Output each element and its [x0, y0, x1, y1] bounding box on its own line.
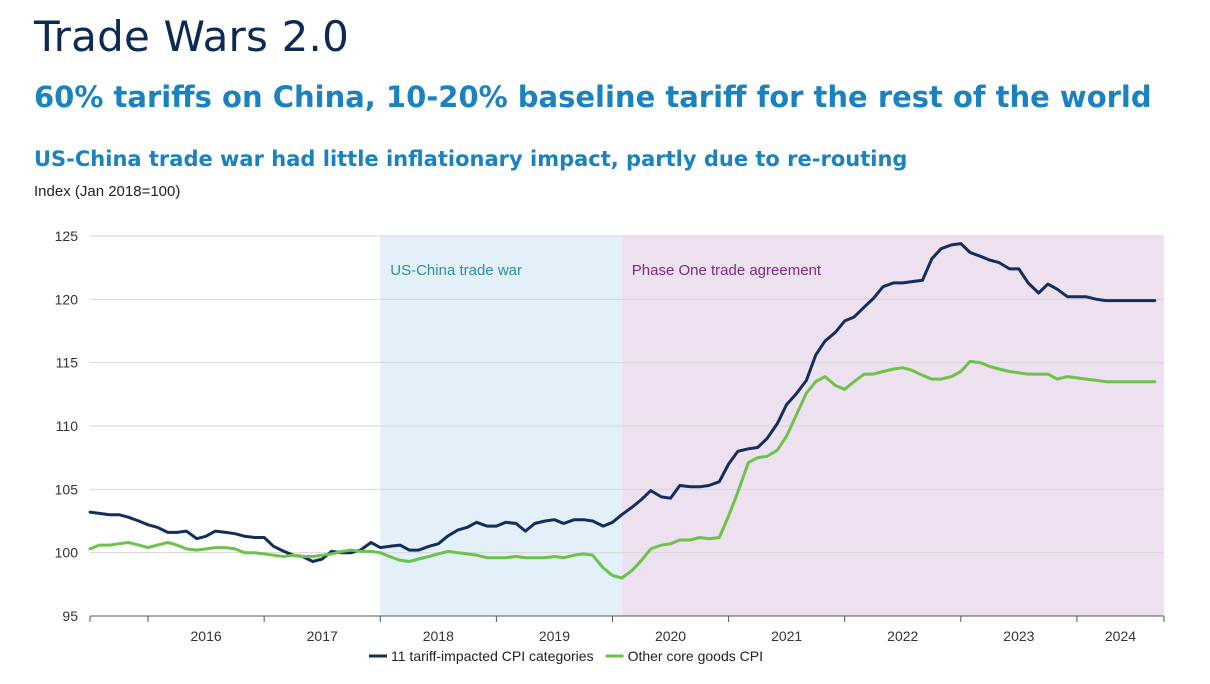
x-tick-label: 2016: [191, 628, 222, 644]
y-tick-label: 100: [55, 545, 79, 561]
x-tick-label: 2024: [1105, 628, 1136, 644]
y-tick-label: 125: [55, 228, 79, 244]
x-tick-label: 2021: [771, 628, 802, 644]
region-labels: US-China trade war Phase One trade agreem…: [390, 262, 822, 279]
x-tick-label: 2020: [655, 628, 686, 644]
x-tick-label: 2023: [1003, 628, 1034, 644]
series-line-1: [88, 242, 1157, 563]
y-tick-label: 110: [56, 418, 79, 434]
region-label-1: US-China trade war: [390, 262, 522, 279]
region-label-2: Phase One trade agreement: [632, 262, 822, 279]
series-line-2: [88, 359, 1157, 580]
legend: 11 tariff-impacted CPI categories Other c…: [369, 648, 763, 664]
x-tick-label: 2022: [887, 628, 918, 644]
x-tick-label: 2017: [307, 628, 338, 644]
y-tick-label: 95: [62, 608, 78, 624]
legend-label-2: Other core goods CPI: [628, 648, 763, 664]
y-tick-label: 105: [55, 481, 79, 497]
y-tick-label: 120: [55, 291, 79, 307]
x-tick-label: 2018: [423, 628, 454, 644]
y-axis-label: Index (Jan 2018=100): [34, 183, 181, 200]
page-subtitle: 60% tariffs on China, 10-20% baseline ta…: [34, 80, 1152, 114]
axes: 95 100 105 110 115 120 125 2016 2017 2018 2019 2020…: [55, 228, 1165, 644]
legend-label-1: 11 tariff-impacted CPI categories: [391, 648, 594, 664]
page-title: Trade Wars 2.0: [34, 12, 350, 61]
series-lines: [88, 242, 1157, 580]
x-tick-label: 2019: [539, 628, 570, 644]
chart-title: US-China trade war had little inflationa…: [34, 147, 908, 171]
y-tick-label: 115: [56, 355, 79, 371]
